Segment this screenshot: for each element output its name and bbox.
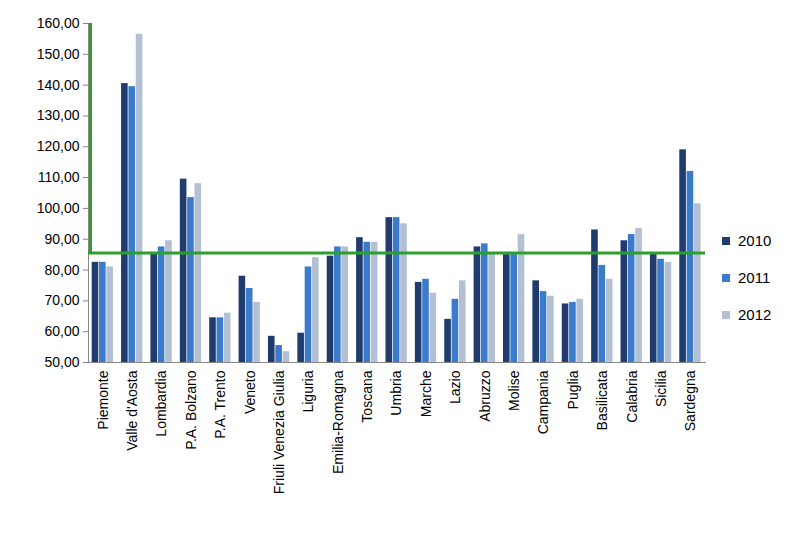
svg-text:90,00: 90,00 xyxy=(44,231,79,247)
svg-text:130,00: 130,00 xyxy=(37,107,80,123)
html-text:2010: 2010 xyxy=(738,232,772,249)
svg-text:60,00: 60,00 xyxy=(44,323,79,339)
svg-text:Lazio: Lazio xyxy=(447,370,463,404)
svg-text:50,00: 50,00 xyxy=(44,354,79,370)
svg-text:P.A. Bolzano: P.A. Bolzano xyxy=(183,370,199,449)
html-text:2012: 2012 xyxy=(738,306,772,323)
svg-text:Marche: Marche xyxy=(418,370,434,417)
svg-text:150,00: 150,00 xyxy=(37,46,80,62)
svg-text:P.A. Trento: P.A. Trento xyxy=(212,370,228,438)
svg-text:Valle d'Aosta: Valle d'Aosta xyxy=(124,370,140,450)
svg-text:Puglia: Puglia xyxy=(565,370,581,409)
svg-text:110,00: 110,00 xyxy=(38,169,80,185)
svg-text:Emilia-Romagna: Emilia-Romagna xyxy=(330,370,346,474)
svg-text:Sardegna: Sardegna xyxy=(682,370,698,431)
svg-text:160,00: 160,00 xyxy=(37,15,80,31)
svg-text:Piemonte: Piemonte xyxy=(95,370,111,429)
svg-text:100,00: 100,00 xyxy=(37,200,80,216)
svg-text:Umbria: Umbria xyxy=(388,370,404,415)
svg-text:Friuli Venezia Giulia: Friuli Venezia Giulia xyxy=(271,370,287,494)
svg-text:120,00: 120,00 xyxy=(37,138,80,154)
svg-text:Veneto: Veneto xyxy=(242,370,258,414)
svg-text:Lombardia: Lombardia xyxy=(153,370,169,436)
svg-text:Liguria: Liguria xyxy=(300,370,316,412)
html-text:2011: 2011 xyxy=(738,269,771,286)
svg-text:Calabria: Calabria xyxy=(624,370,640,422)
svg-text:Sicilia: Sicilia xyxy=(653,370,669,407)
svg-text:Molise: Molise xyxy=(506,370,522,411)
svg-text:Toscana: Toscana xyxy=(359,370,375,422)
svg-text:Basilicata: Basilicata xyxy=(594,370,610,430)
svg-text:Campania: Campania xyxy=(535,370,551,434)
svg-text:Abruzzo: Abruzzo xyxy=(477,370,493,422)
svg-text:140,00: 140,00 xyxy=(37,77,80,93)
svg-text:70,00: 70,00 xyxy=(44,292,79,308)
svg-text:80,00: 80,00 xyxy=(44,262,79,278)
